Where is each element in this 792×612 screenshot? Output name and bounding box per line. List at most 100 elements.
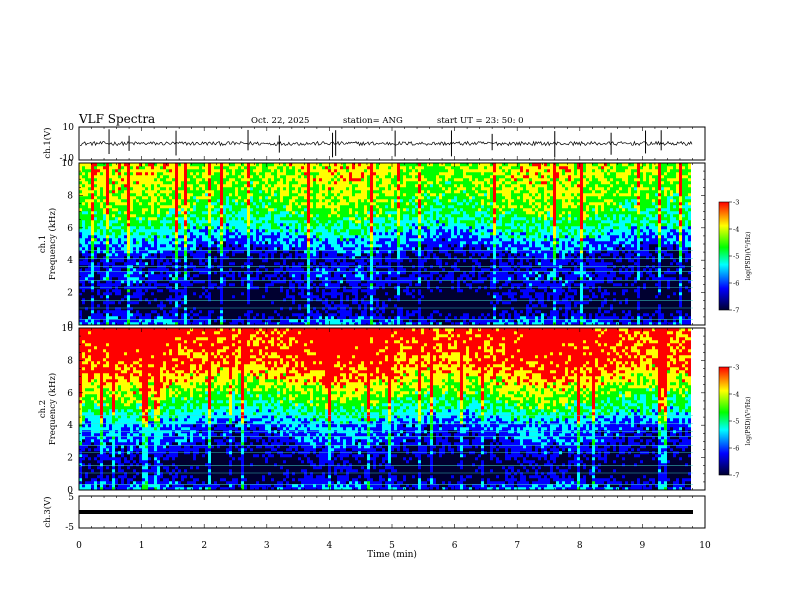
spectrogram-cell	[175, 247, 178, 251]
spectrogram-cell	[223, 163, 226, 167]
spectrogram-cell	[169, 304, 172, 308]
spectrogram-cell	[214, 238, 217, 242]
spectrogram-cell	[157, 178, 160, 182]
spectrogram-cell	[340, 301, 343, 305]
spectrogram-cell	[163, 322, 166, 326]
spectrogram-cell	[142, 310, 145, 314]
spectrogram-cell	[196, 262, 199, 266]
spectrogram-cell	[250, 274, 253, 278]
spectrogram-cell	[136, 319, 139, 323]
spectrogram-cell	[253, 253, 256, 257]
spectrogram-cell	[283, 292, 286, 296]
spectrogram-cell	[118, 181, 121, 185]
spectrogram-cell	[289, 241, 292, 245]
spectrogram-cell	[313, 241, 316, 245]
spectrogram-cell	[334, 316, 337, 320]
spectrogram-cell	[199, 211, 202, 215]
spectrogram-cell	[196, 211, 199, 215]
spectrogram-cell	[190, 283, 193, 287]
spectrogram-cell	[142, 244, 145, 248]
spectrogram-cell	[235, 232, 238, 236]
spectrogram-cell	[136, 169, 139, 173]
spectrogram-cell	[292, 274, 295, 278]
spectrogram-cell	[112, 298, 115, 302]
spectrogram-cell	[172, 196, 175, 200]
spectrogram-cell	[202, 184, 205, 188]
spectrogram-cell	[229, 280, 232, 284]
spectrogram-cell	[145, 292, 148, 296]
spectrogram-cell	[130, 289, 133, 293]
spectrogram-cell	[163, 193, 166, 197]
spectrogram-cell	[343, 274, 346, 278]
spectrogram-cell	[334, 289, 337, 293]
spectrogram-cell	[250, 253, 253, 257]
spectrogram-cell	[223, 313, 226, 317]
spectrogram-cell	[178, 259, 181, 263]
spectrogram-cell	[340, 277, 343, 281]
spectrogram-cell	[181, 232, 184, 236]
spectrogram-cell	[115, 229, 118, 233]
spectrogram-cell	[193, 250, 196, 254]
spectrogram-cell	[325, 250, 328, 254]
spectrogram-cell	[82, 274, 85, 278]
spectrogram-cell	[139, 307, 142, 311]
spectrogram-cell	[145, 190, 148, 194]
spectrogram-cell	[313, 322, 316, 326]
spectrogram-cell	[289, 190, 292, 194]
spectrogram-cell	[169, 229, 172, 233]
spectrogram-cell	[91, 190, 94, 194]
spectrogram-cell	[253, 202, 256, 206]
spectrogram-cell	[220, 253, 223, 257]
spectrogram-cell	[103, 313, 106, 317]
spectrogram-cell	[172, 193, 175, 197]
spectrogram-cell	[163, 244, 166, 248]
spectrogram-cell	[235, 169, 238, 173]
spectrogram-cell	[247, 205, 250, 209]
spectrogram-cell	[100, 205, 103, 209]
spectrogram-cell	[235, 190, 238, 194]
spectrogram-cell	[94, 268, 97, 272]
spectrogram-cell	[139, 238, 142, 242]
spectrogram-cell	[298, 292, 301, 296]
spectrogram-cell	[79, 304, 82, 308]
spectrogram-cell	[181, 196, 184, 200]
spectrogram-cell	[223, 262, 226, 266]
spectrogram-cell	[334, 181, 337, 185]
spectrogram-cell	[130, 301, 133, 305]
spectrogram-cell	[154, 238, 157, 242]
spectrogram-cell	[124, 304, 127, 308]
spectrogram-cell	[232, 190, 235, 194]
spectrogram-cell	[274, 172, 277, 176]
spectrogram-cell	[289, 166, 292, 170]
spectrogram-cell	[112, 277, 115, 281]
spectrogram-cell	[223, 169, 226, 173]
spectrogram-cell	[160, 205, 163, 209]
spectrogram-cell	[295, 244, 298, 248]
spectrogram-cell	[253, 235, 256, 239]
spectrogram-cell	[178, 208, 181, 212]
spectrogram-cell	[319, 310, 322, 314]
spectrogram-cell	[190, 229, 193, 233]
spectrogram-cell	[115, 271, 118, 275]
spectrogram-cell	[280, 163, 283, 167]
spectrogram-cell	[301, 274, 304, 278]
spectrogram-cell	[319, 250, 322, 254]
spectrogram-cell	[295, 319, 298, 323]
spectrogram-cell	[328, 169, 331, 173]
spectrogram-cell	[241, 187, 244, 191]
spectrogram-cell	[142, 304, 145, 308]
spectrogram-cell	[190, 193, 193, 197]
spectrogram-cell	[187, 301, 190, 305]
spectrogram-cell	[217, 244, 220, 248]
spectrogram-cell	[133, 223, 136, 227]
spectrogram-cell	[106, 271, 109, 275]
spectrogram-cell	[319, 172, 322, 176]
spectrogram-cell	[250, 211, 253, 215]
spectrogram-cell	[187, 175, 190, 179]
spectrogram-cell	[316, 268, 319, 272]
spectrogram-cell	[247, 238, 250, 242]
spectrogram-cell	[262, 250, 265, 254]
spectrogram-cell	[238, 313, 241, 317]
spectrogram-cell	[283, 226, 286, 230]
spectrogram-cell	[280, 322, 283, 326]
